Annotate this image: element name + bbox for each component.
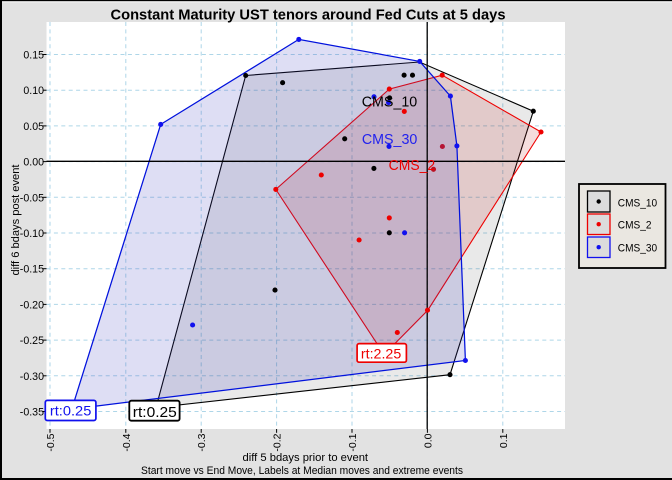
svg-text:-0.1: -0.1 <box>347 433 359 451</box>
svg-text:-0.2: -0.2 <box>272 433 284 451</box>
svg-text:-0.3: -0.3 <box>196 433 208 451</box>
svg-text:Constant Maturity UST tenors a: Constant Maturity UST tenors around Fed … <box>111 7 506 24</box>
svg-text:-0.05: -0.05 <box>20 192 44 204</box>
svg-text:CMS_2: CMS_2 <box>389 158 436 174</box>
svg-text:rt:0.25: rt:0.25 <box>50 403 92 419</box>
svg-text:-0.35: -0.35 <box>20 407 44 419</box>
svg-text:0.1: 0.1 <box>498 433 510 448</box>
svg-text:0.10: 0.10 <box>23 85 44 97</box>
svg-text:CMS_2: CMS_2 <box>618 220 652 232</box>
svg-text:rt:2.25: rt:2.25 <box>361 346 402 362</box>
svg-text:Start move vs End Move, Labels: Start move vs End Move, Labels at Median… <box>141 465 464 477</box>
svg-text:0.00: 0.00 <box>23 157 44 169</box>
svg-text:CMS_30: CMS_30 <box>362 132 418 148</box>
svg-text:rt:0.25: rt:0.25 <box>133 404 177 421</box>
svg-text:diff 6 bdays post event: diff 6 bdays post event <box>10 165 22 276</box>
svg-text:0.0: 0.0 <box>422 433 434 448</box>
svg-text:-0.10: -0.10 <box>20 228 44 240</box>
svg-text:0.15: 0.15 <box>23 50 44 62</box>
svg-text:-0.4: -0.4 <box>121 433 133 451</box>
svg-text:CMS_10: CMS_10 <box>618 198 657 210</box>
svg-text:CMS_10: CMS_10 <box>362 94 418 110</box>
svg-text:-0.20: -0.20 <box>20 299 44 311</box>
svg-text:-0.15: -0.15 <box>20 264 44 276</box>
svg-text:-0.25: -0.25 <box>20 335 44 347</box>
svg-text:0.05: 0.05 <box>23 121 44 133</box>
svg-text:-0.30: -0.30 <box>20 371 44 383</box>
svg-text:CMS_30: CMS_30 <box>618 243 657 255</box>
svg-text:diff 5 bdays prior to event: diff 5 bdays prior to event <box>243 452 369 464</box>
svg-text:-0.5: -0.5 <box>45 433 57 451</box>
